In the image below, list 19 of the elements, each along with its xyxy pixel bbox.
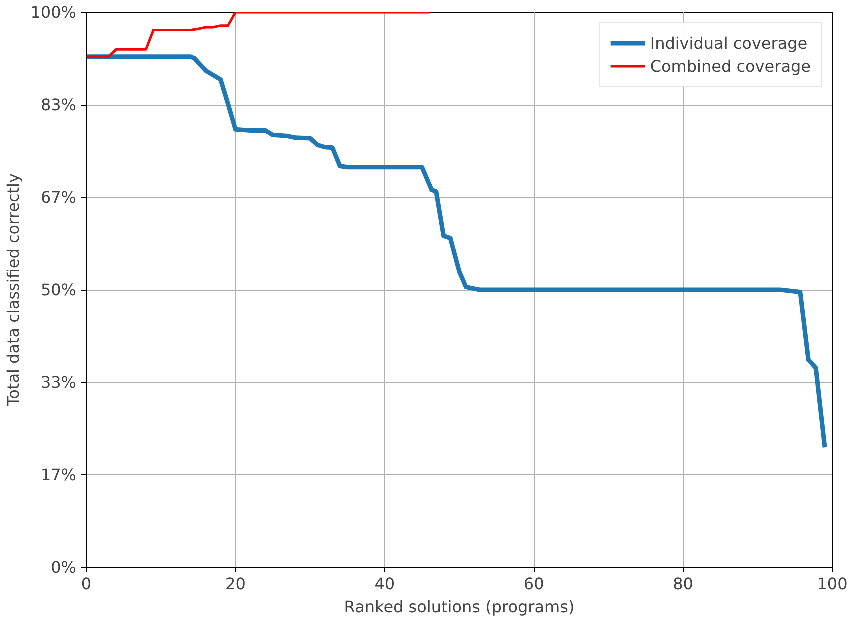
- x-tick-label: 20: [226, 574, 246, 594]
- x-tick-label: 60: [524, 574, 544, 594]
- y-axis-title: Total data classified correctly: [4, 174, 23, 408]
- line-series: [86, 12, 431, 58]
- y-tick-label: 100%: [30, 3, 77, 22]
- line-series: [86, 54, 828, 450]
- x-axis-title: Ranked solutions (programs): [344, 598, 575, 616]
- y-tick-label: 67%: [40, 188, 76, 207]
- y-tick-label: 50%: [40, 280, 76, 300]
- y-tick-label: 0%: [51, 558, 77, 577]
- y-tick-label: 33%: [40, 373, 76, 392]
- legend-label: Individual coverage: [650, 34, 808, 52]
- legend-label: Combined coverage: [650, 56, 811, 76]
- x-tick-label: 0: [81, 574, 92, 594]
- x-tick-label: 80: [673, 574, 694, 594]
- y-tick-label: 83%: [40, 96, 76, 115]
- x-tick-label: 100: [817, 574, 848, 594]
- y-tick-label: 17%: [40, 465, 76, 484]
- x-tick-label: 40: [374, 574, 396, 594]
